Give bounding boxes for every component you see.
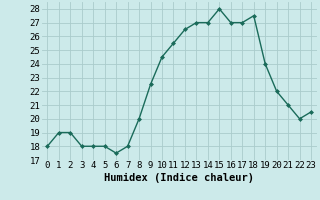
X-axis label: Humidex (Indice chaleur): Humidex (Indice chaleur) bbox=[104, 173, 254, 183]
